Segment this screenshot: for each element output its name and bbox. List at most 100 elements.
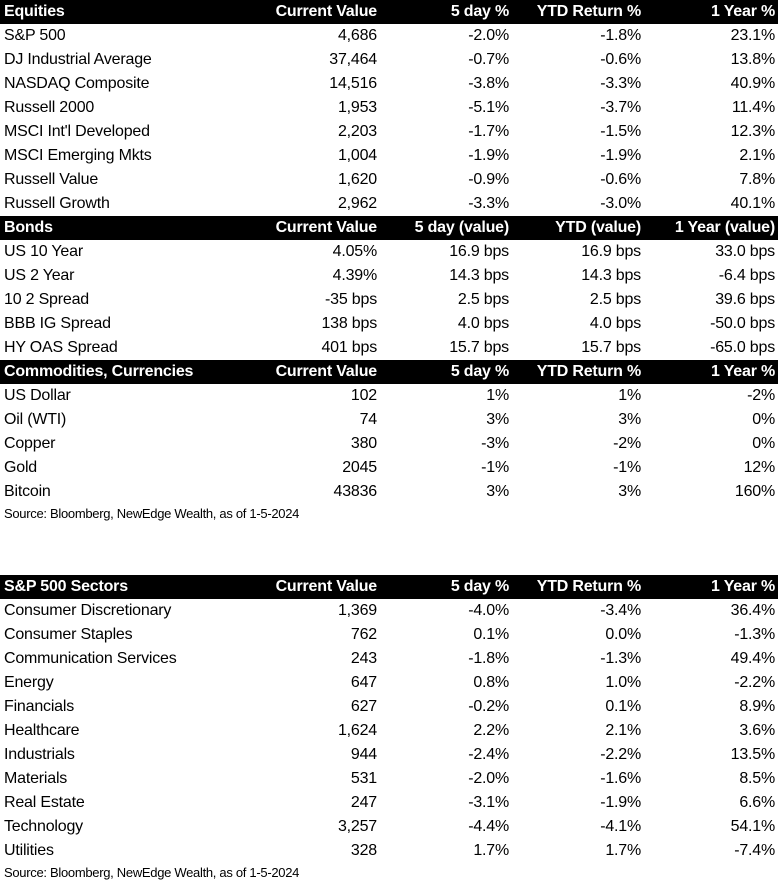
value-cell: -1.8% [468, 650, 509, 667]
sectors-table-block: S&P 500 Sectors Current Value 5 day % YTD R… [0, 575, 778, 883]
row-label: Bitcoin [4, 483, 51, 500]
value-cell: -7.4% [734, 842, 775, 859]
value-cell: 762 [350, 626, 377, 643]
table-row: MSCI Emerging Mkts 1,004 -1.9% -1.9% 2.1% [0, 144, 778, 168]
value-cell: 39.6 bps [715, 291, 775, 308]
row-label: HY OAS Spread [4, 339, 118, 356]
row-label: Russell 2000 [4, 99, 95, 116]
markets-table-block: Equities Current Value 5 day % YTD Return %… [0, 0, 778, 521]
source-note: Source: Bloomberg, NewEdge Wealth, as of… [4, 865, 300, 880]
row-label: MSCI Emerging Mkts [4, 147, 152, 164]
value-cell: 14.3 bps [581, 267, 641, 284]
value-cell: -1% [481, 459, 509, 476]
row-label: Consumer Discretionary [4, 602, 172, 619]
value-cell: 7.8% [739, 171, 775, 188]
table-row: Gold 2045 -1% -1% 12% [0, 456, 778, 480]
value-cell: 40.1% [730, 195, 776, 212]
table-row: US 2 Year 4.39% 14.3 bps 14.3 bps -6.4 bps [0, 264, 778, 288]
value-cell: 3,257 [337, 818, 377, 835]
row-label: Russell Growth [4, 195, 110, 212]
value-cell: 0.1% [473, 626, 509, 643]
value-cell: 4.05% [332, 243, 378, 260]
value-cell: -0.6% [600, 171, 641, 188]
value-cell: -2% [613, 435, 641, 452]
value-cell: 40.9% [730, 75, 776, 92]
value-cell: -6.4 bps [718, 267, 775, 284]
section-title: Bonds [0, 216, 240, 240]
table-row: Industrials 944 -2.4% -2.2% 13.5% [0, 743, 778, 767]
value-cell: -3.4% [600, 602, 641, 619]
value-cell: 16.9 bps [449, 243, 509, 260]
row-label: 10 2 Spread [4, 291, 89, 308]
row-label: Consumer Staples [4, 626, 133, 643]
value-cell: 3% [486, 411, 509, 428]
table-row: US 10 Year 4.05% 16.9 bps 16.9 bps 33.0 bps [0, 240, 778, 264]
value-cell: 2.5 bps [589, 291, 641, 308]
value-cell: 0.8% [473, 674, 509, 691]
sectors-section: S&P 500 Sectors Current Value 5 day % YTD R… [0, 575, 778, 863]
commodities-section: Commodities, Currencies Current Value 5 da… [0, 360, 778, 504]
value-cell: 2.1% [605, 722, 641, 739]
value-cell: 0% [752, 411, 775, 428]
value-cell: -3.3% [600, 75, 641, 92]
value-cell: 8.5% [739, 770, 775, 787]
value-cell: 33.0 bps [715, 243, 775, 260]
table-row: HY OAS Spread 401 bps 15.7 bps 15.7 bps -65.… [0, 336, 778, 360]
value-cell: -4.0% [468, 602, 509, 619]
value-cell: 944 [350, 746, 377, 763]
row-label: US 10 Year [4, 243, 83, 260]
value-cell: 1.7% [605, 842, 641, 859]
table-row: Oil (WTI) 74 3% 3% 0% [0, 408, 778, 432]
table-row: BBB IG Spread 138 bps 4.0 bps 4.0 bps -50.0 … [0, 312, 778, 336]
row-label: US 2 Year [4, 267, 75, 284]
value-cell: -2.2% [734, 674, 775, 691]
section-title: S&P 500 Sectors [0, 575, 240, 599]
value-cell: 15.7 bps [581, 339, 641, 356]
row-label: US Dollar [4, 387, 71, 404]
value-cell: 647 [350, 674, 377, 691]
row-label: BBB IG Spread [4, 315, 111, 332]
table-row: Healthcare 1,624 2.2% 2.1% 3.6% [0, 719, 778, 743]
value-cell: 2.1% [739, 147, 775, 164]
value-cell: 1% [486, 387, 509, 404]
value-cell: -1.3% [734, 626, 775, 643]
row-label: Russell Value [4, 171, 99, 188]
value-cell: 49.4% [730, 650, 776, 667]
row-label: Technology [4, 818, 83, 835]
column-header: 1 Year (value) [644, 216, 778, 240]
value-cell: -65.0 bps [710, 339, 775, 356]
value-cell: -1.3% [600, 650, 641, 667]
value-cell: 1,953 [337, 99, 377, 116]
value-cell: 74 [359, 411, 378, 428]
value-cell: 3% [618, 483, 641, 500]
row-label: Real Estate [4, 794, 85, 811]
value-cell: 23.1% [730, 27, 776, 44]
value-cell: 1.0% [605, 674, 641, 691]
value-cell: -1.9% [600, 794, 641, 811]
table-row: NASDAQ Composite 14,516 -3.8% -3.3% 40.9% [0, 72, 778, 96]
value-cell: 3% [618, 411, 641, 428]
value-cell: -0.9% [468, 171, 509, 188]
row-label: Industrials [4, 746, 75, 763]
column-header: 1 Year % [644, 0, 778, 24]
table-row: Financials 627 -0.2% 0.1% 8.9% [0, 695, 778, 719]
value-cell: 2045 [342, 459, 377, 476]
value-cell: -1.5% [600, 123, 641, 140]
table-row: Consumer Staples 762 0.1% 0.0% -1.3% [0, 623, 778, 647]
markets-table: Equities Current Value 5 day % YTD Return %… [0, 0, 778, 504]
value-cell: 1,369 [337, 602, 377, 619]
value-cell: -1.9% [468, 147, 509, 164]
table-row: S&P 500 4,686 -2.0% -1.8% 23.1% [0, 24, 778, 48]
value-cell: 13.5% [730, 746, 776, 763]
equities-header-row: Equities Current Value 5 day % YTD Return %… [0, 0, 778, 24]
value-cell: 243 [350, 650, 377, 667]
value-cell: 2.5 bps [457, 291, 509, 308]
table-row: Energy 647 0.8% 1.0% -2.2% [0, 671, 778, 695]
table-row: DJ Industrial Average 37,464 -0.7% -0.6% 13.… [0, 48, 778, 72]
row-label: Copper [4, 435, 56, 452]
value-cell: 2,203 [337, 123, 377, 140]
value-cell: 4.39% [332, 267, 378, 284]
column-header: Current Value [240, 360, 380, 384]
column-header: 5 day % [380, 575, 512, 599]
value-cell: 3% [486, 483, 509, 500]
